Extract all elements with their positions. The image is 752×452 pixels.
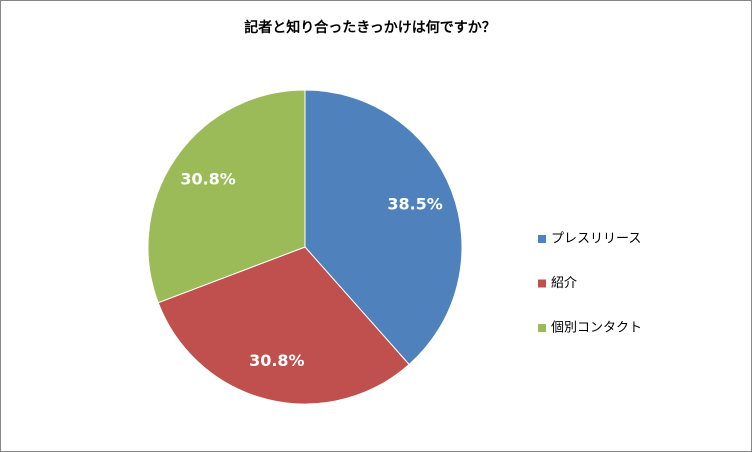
pie-slice [147,89,306,304]
pie-slice [157,246,410,405]
legend-label: 紹介 [551,276,577,291]
legend-swatch [538,324,546,332]
pie-slice [304,89,463,366]
legend-label: 個別コンタクト [551,321,642,336]
legend-swatch [538,235,546,243]
chart-title: 記者と知り合ったきっかけは何ですか？ [244,19,495,36]
data-label: 30.8% [249,351,305,370]
legend-swatch [538,279,546,288]
legend-label: プレスリリース [551,232,641,247]
data-label: 30.8% [180,170,236,189]
data-label: 38.5% [387,195,443,214]
